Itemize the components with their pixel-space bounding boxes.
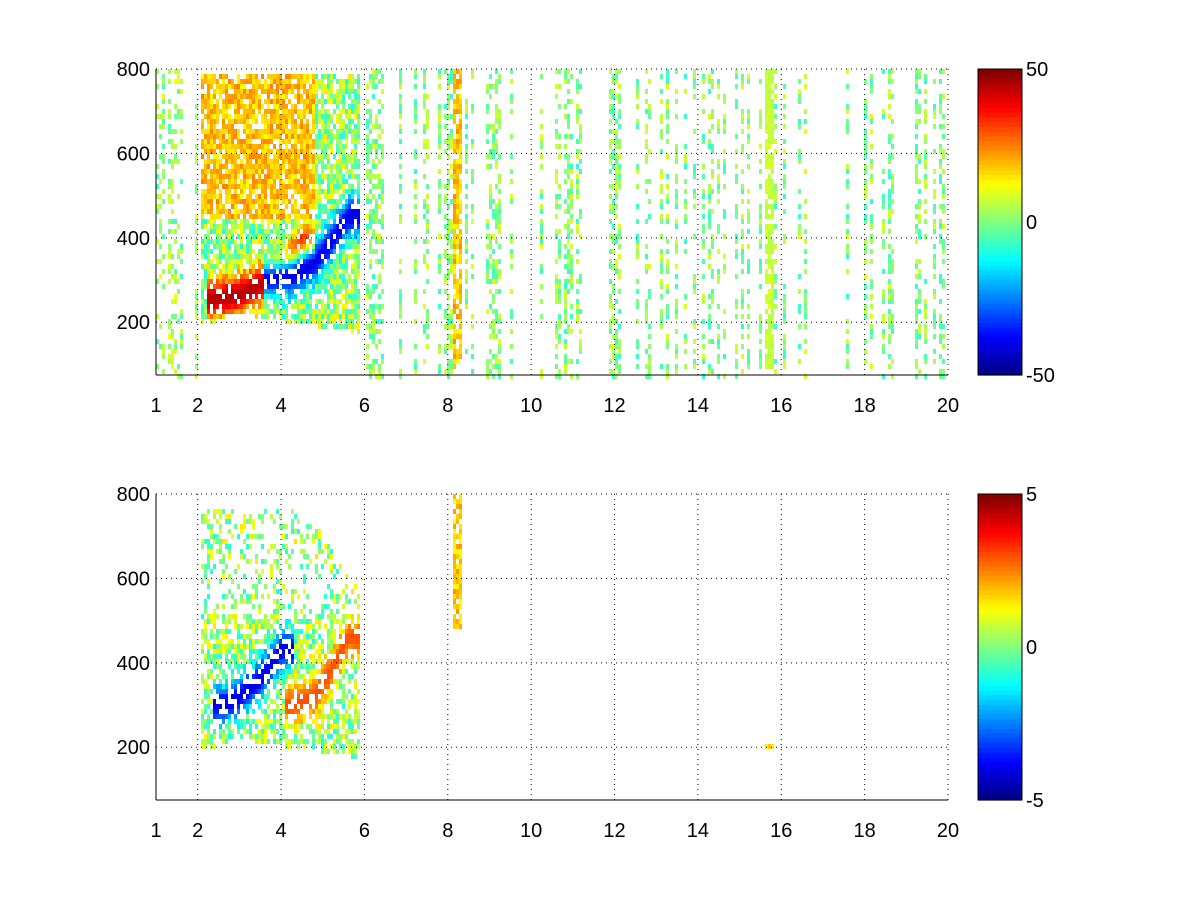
colorbar-tick-label: -5 — [1026, 790, 1044, 812]
x-tick-label: 14 — [687, 820, 709, 842]
y-tick-label: 400 — [117, 228, 150, 250]
y-tick-label: 200 — [117, 737, 150, 759]
x-tick-label: 6 — [359, 820, 370, 842]
x-tick-label: 2 — [192, 395, 203, 417]
colorbar-tick-label: -50 — [1026, 365, 1055, 387]
x-tick-label: 2 — [192, 820, 203, 842]
x-tick-label: 6 — [359, 395, 370, 417]
x-tick-label: 16 — [770, 395, 792, 417]
colorbar-tick-label: 0 — [1026, 212, 1037, 234]
colorbar-frame — [977, 68, 1023, 376]
grid-lines — [155, 68, 949, 375]
x-tick-label: 4 — [275, 820, 286, 842]
colorbar: -5 0 5 — [977, 484, 1044, 812]
x-tick-label: 8 — [442, 820, 453, 842]
colorbar-tick-label: 5 — [1026, 484, 1037, 506]
x-tick-label: 4 — [275, 395, 286, 417]
x-tick-label: 14 — [687, 395, 709, 417]
x-tick-label: 12 — [603, 395, 625, 417]
heatmap-cells — [156, 69, 945, 379]
x-tick-label: 1 — [150, 395, 161, 417]
colorbar-tick-label: 50 — [1026, 59, 1048, 81]
y-tick-label: 800 — [117, 59, 150, 81]
x-tick-label: 20 — [937, 820, 959, 842]
x-tick-label: 12 — [603, 820, 625, 842]
y-tick-label: 200 — [117, 312, 150, 334]
y-tick-label: 600 — [117, 568, 150, 590]
x-tick-label: 18 — [854, 395, 876, 417]
heatmap-cells — [201, 494, 774, 759]
x-tick-label: 1 — [150, 820, 161, 842]
y-tick-label: 600 — [117, 143, 150, 165]
x-tick-label: 16 — [770, 820, 792, 842]
colorbar-frame — [977, 493, 1023, 801]
x-tick-label: 18 — [854, 820, 876, 842]
y-tick-label: 400 — [117, 653, 150, 675]
y-tick-label: 800 — [117, 484, 150, 506]
colorbar-tick-label: 0 — [1026, 637, 1037, 659]
grid-lines — [155, 493, 949, 800]
x-tick-label: 20 — [937, 395, 959, 417]
x-tick-label: 10 — [520, 395, 542, 417]
x-tick-label: 8 — [442, 395, 453, 417]
colorbar: -50 0 50 — [977, 59, 1055, 387]
x-tick-label: 10 — [520, 820, 542, 842]
